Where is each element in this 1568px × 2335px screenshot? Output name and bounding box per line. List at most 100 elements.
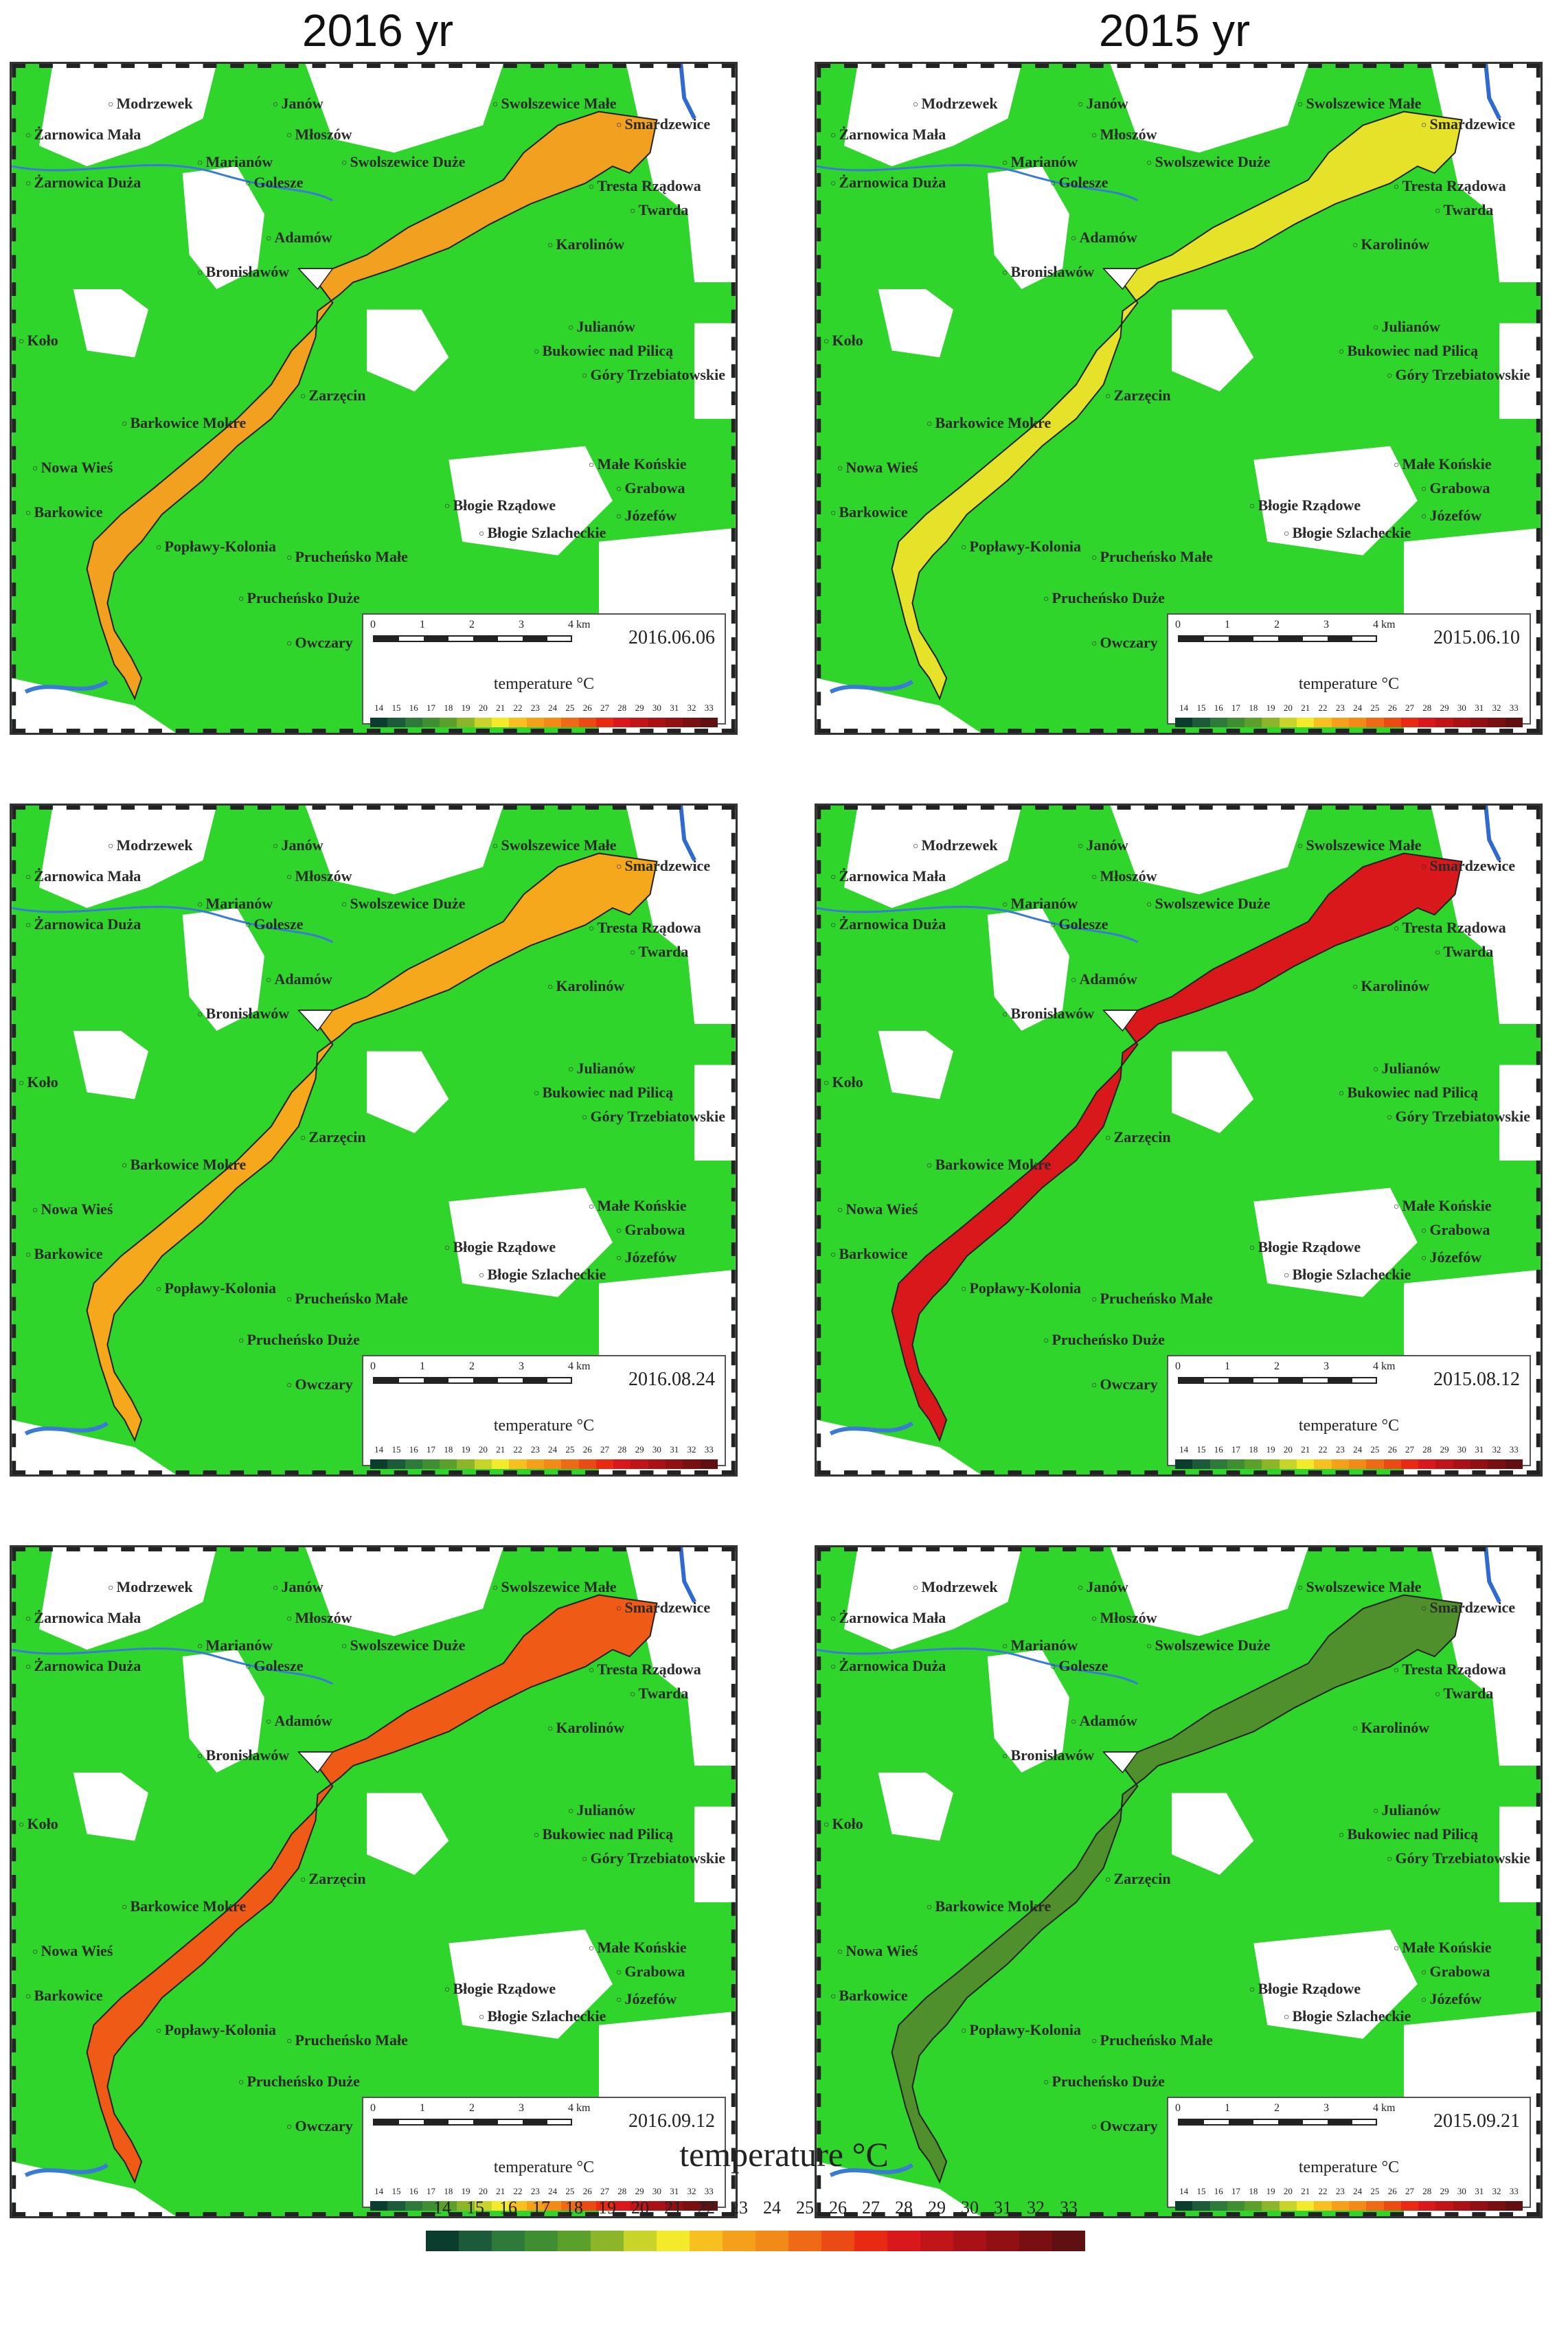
place-label: Małe Końskie: [589, 455, 686, 473]
place-label: Swolszewice Duże: [341, 153, 465, 171]
place-label: Młoszów: [1091, 867, 1157, 885]
panel-legend-colorbar: [1175, 718, 1523, 727]
legend-swatch: [657, 2231, 690, 2251]
place-label: Owczary: [1091, 634, 1157, 652]
place-label: Młoszów: [286, 126, 352, 144]
place-label: Barkowice: [25, 1987, 102, 2005]
place-label: Adamów: [266, 229, 332, 247]
panel-legend-label: temperature °C: [493, 1417, 595, 1435]
panel-legend-box: 0 1 2 3 4 km 2016.08.24 temperature °C 14 15 16 17…: [362, 1355, 726, 1469]
scale-tick: 0: [1175, 1360, 1181, 1372]
scale-bar: [1178, 1377, 1377, 1384]
place-label: Nowa Wieś: [32, 1942, 113, 1960]
place-label: Twarda: [630, 201, 688, 219]
scale-tick: 3: [1323, 1360, 1329, 1372]
place-label: Golesze: [245, 174, 303, 192]
legend-tick: 32: [1027, 2198, 1045, 2218]
place-label: Józefów: [1421, 1990, 1481, 2008]
place-label: Barkowice: [830, 503, 907, 521]
place-label: Bronisławów: [1002, 1746, 1094, 1764]
place-label: Żarnowica Mała: [830, 126, 946, 144]
column-title-2015: 2015 yr: [1098, 5, 1251, 56]
place-label: Barkowice Mokre: [122, 414, 246, 432]
place-label: Marianów: [1002, 153, 1078, 171]
panel-legend-box: 0 1 2 3 4 km 2015.06.10 temperature °C 14 15 16 17…: [1167, 613, 1531, 727]
place-label: Małe Końskie: [1394, 1939, 1491, 1957]
place-label: Janów: [273, 95, 323, 113]
place-label: Barkowice Mokre: [122, 1156, 246, 1174]
place-label: Żarnowica Duża: [25, 174, 141, 192]
bottom-legend-ticks: 14 15 16 17 18 19 20 21 22 23 24 25 26 27 28 29 30 31 32 33: [426, 2198, 1085, 2218]
place-label: Janów: [273, 836, 323, 854]
legend-swatch: [558, 2231, 591, 2251]
place-label: Marianów: [1002, 1637, 1078, 1654]
place-label: Golesze: [1050, 174, 1108, 192]
legend-tick: 17: [532, 2198, 550, 2218]
panel-legend-ticks: 14 15 16 17 18 19 20 21 22 23 24 25 26 27 28 29 30 31 32 33: [374, 2186, 714, 2196]
map-panel-2016.09.12: Modrzewek Janów Żarnowica Mała Młoszów Swols…: [10, 1545, 738, 2218]
panel-date: 2015.09.21: [1433, 2110, 1520, 2132]
place-label: Twarda: [1435, 943, 1493, 961]
place-label: Julianów: [1373, 1801, 1440, 1819]
place-label: Julianów: [568, 1801, 635, 1819]
place-label: Popławy-Kolonia: [961, 1279, 1081, 1297]
scale-bar: [1178, 635, 1377, 642]
panel-legend-label: temperature °C: [493, 675, 595, 693]
legend-swatch: [854, 2231, 887, 2251]
place-label: Janów: [1078, 836, 1128, 854]
map-panel-2016.08.24: Modrzewek Janów Żarnowica Mała Młoszów Swols…: [10, 804, 738, 1477]
place-label: Prucheńsko Duże: [238, 2073, 359, 2091]
place-label: Popławy-Kolonia: [961, 2021, 1081, 2039]
place-label: Bronisławów: [1002, 1005, 1094, 1023]
place-label: Prucheńsko Duże: [1043, 1331, 1164, 1349]
panel-legend-colorbar: [370, 718, 718, 727]
place-label: Błogie Rządowe: [444, 497, 556, 514]
legend-swatch: [1052, 2231, 1085, 2251]
place-label: Błogie Rządowe: [1249, 1238, 1361, 1256]
place-label: Swolszewice Małe: [1297, 1578, 1421, 1596]
place-label: Modrzewek: [913, 95, 997, 113]
place-label: Golesze: [1050, 915, 1108, 933]
place-label: Nowa Wieś: [837, 1942, 918, 1960]
legend-tick: 30: [961, 2198, 979, 2218]
place-label: Popławy-Kolonia: [156, 538, 276, 556]
place-label: Małe Końskie: [589, 1197, 686, 1215]
place-label: Nowa Wieś: [837, 459, 918, 477]
place-label: Marianów: [197, 153, 273, 171]
place-label: Nowa Wieś: [837, 1200, 918, 1218]
place-label: Małe Końskie: [1394, 1197, 1491, 1215]
bottom-legend-colorbar: [426, 2231, 1085, 2251]
place-label: Błogie Rządowe: [1249, 497, 1361, 514]
scale-tick: 3: [519, 619, 524, 630]
place-label: Julianów: [1373, 318, 1440, 336]
place-label: Bukowiec nad Pilicą: [1339, 1825, 1478, 1843]
place-label: Adamów: [1071, 229, 1137, 247]
panel-date: 2015.06.10: [1433, 627, 1520, 648]
legend-tick: 18: [565, 2198, 583, 2218]
place-label: Bukowiec nad Pilicą: [1339, 342, 1478, 360]
map-panel-2015.06.10: Modrzewek Janów Żarnowica Mała Młoszów Swols…: [815, 62, 1543, 735]
legend-tick: 31: [994, 2198, 1012, 2218]
place-label: Bukowiec nad Pilicą: [534, 1825, 673, 1843]
place-label: Młoszów: [286, 1609, 352, 1627]
place-label: Pruchеńsko Małe: [286, 2031, 407, 2049]
legend-swatch: [887, 2231, 920, 2251]
panel-legend-label: temperature °C: [1298, 2159, 1400, 2176]
panel-date: 2015.08.12: [1433, 1369, 1520, 1390]
scale-tick: 2: [469, 619, 475, 630]
bottom-legend-label: temperature °C: [679, 2135, 889, 2174]
scale-tick: 1: [1225, 619, 1230, 630]
place-label: Smardzewice: [616, 115, 710, 133]
place-label: Żarnowica Mała: [830, 1609, 946, 1627]
panel-legend-ticks: 14 15 16 17 18 19 20 21 22 23 24 25 26 27 28 29 30 31 32 33: [1179, 703, 1519, 713]
place-label: Golesze: [245, 915, 303, 933]
place-label: Prucheńsko Duże: [1043, 589, 1164, 607]
place-label: Barkowice: [25, 503, 102, 521]
legend-swatch: [755, 2231, 788, 2251]
place-label: Owczary: [1091, 2117, 1157, 2135]
place-label: Bronisławów: [197, 1005, 289, 1023]
place-label: Błogie Szlacheckie: [1284, 2007, 1411, 2025]
place-label: Błogie Szlacheckie: [479, 1266, 606, 1284]
scale-tick: 4 km: [1373, 2102, 1396, 2114]
place-label: Swolszewice Małe: [492, 1578, 616, 1596]
